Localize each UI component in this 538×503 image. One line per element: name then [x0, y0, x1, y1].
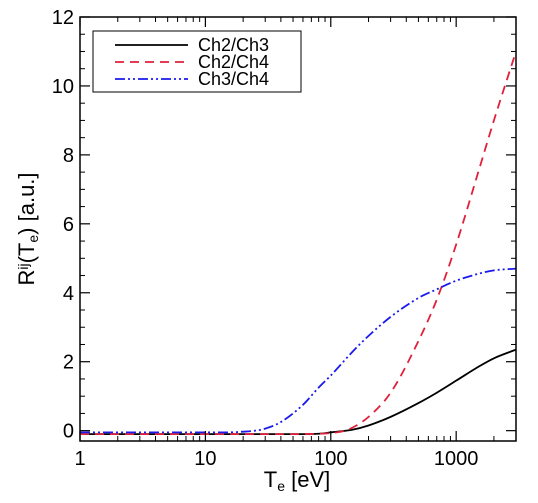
legend-label-ch3-ch4: Ch3/Ch4 [198, 69, 269, 89]
y-axis-title-sub: e [25, 235, 41, 243]
y-tick-label: 12 [52, 7, 74, 29]
series-line-ch3-ch4 [79, 267, 517, 434]
legend-box [92, 30, 302, 93]
x-tick-label: 10 [194, 448, 216, 470]
x-tick-label: 1 [74, 448, 85, 470]
x-tick-label: 1000 [434, 448, 479, 470]
x-axis-title-rest: [eV] [285, 467, 330, 492]
series-line-ch2-ch3 [80, 348, 517, 436]
plot-frame [79, 16, 517, 442]
y-axis-title-rest: ) [a.u.] [14, 172, 39, 234]
x-axis-title-main: T [264, 467, 277, 492]
series-line-ch2-ch4 [80, 51, 517, 436]
y-tick-label: 6 [63, 214, 74, 236]
y-tick-label: 2 [63, 352, 74, 374]
x-axis-title: Te [eV] [264, 467, 331, 494]
x-tick-label: 100 [314, 448, 347, 470]
y-tick-label: 0 [63, 421, 74, 443]
y-tick-label: 4 [63, 283, 74, 305]
legend-label-ch2-ch4: Ch2/Ch4 [198, 52, 269, 72]
x-axis-title-sub: e [277, 478, 285, 494]
y-axis-title: Rij(Te) [a.u.] [14, 172, 41, 285]
y-tick-label: 8 [63, 145, 74, 167]
y-axis-title-main: R [14, 270, 39, 286]
ticks-layer: 1 10 100 1000 0 2 4 6 8 10 12 [52, 7, 516, 470]
y-axis-title-mid: (T [14, 243, 39, 264]
legend: Ch2/Ch3 Ch2/Ch4 Ch3/Ch4 [92, 30, 302, 93]
legend-label-ch2-ch3: Ch2/Ch3 [198, 35, 269, 55]
y-tick-label: 10 [52, 76, 74, 98]
y-axis-title-sup: ij [15, 263, 31, 269]
series-layer [79, 51, 517, 436]
